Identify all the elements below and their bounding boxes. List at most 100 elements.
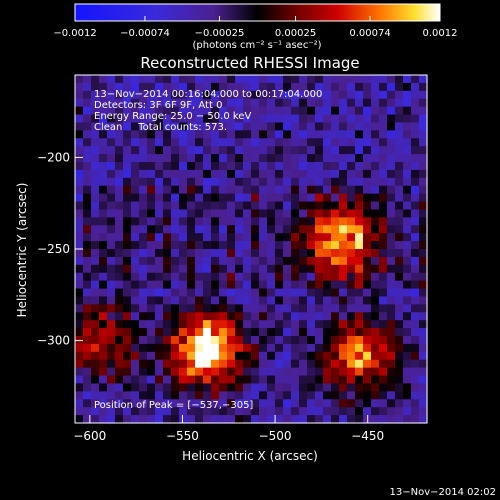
heatmap-cell [187, 75, 196, 84]
heatmap-cell [219, 328, 228, 337]
heatmap-cell [163, 367, 172, 377]
heatmap-cell [171, 336, 180, 345]
heatmap-cell [235, 383, 244, 392]
heatmap-cell [75, 320, 84, 329]
heatmap-cell [107, 82, 116, 92]
heatmap-cell [171, 154, 180, 163]
heatmap-cell [331, 296, 340, 305]
heatmap-cell [419, 114, 428, 124]
heatmap-cell [323, 185, 332, 195]
heatmap-cell [403, 241, 412, 250]
heatmap-cell [283, 272, 292, 282]
heatmap-cell [243, 383, 252, 392]
heatmap-cell [243, 217, 252, 226]
heatmap-cell [347, 272, 356, 282]
heatmap-cell [283, 264, 292, 274]
heatmap-cell [379, 209, 388, 218]
heatmap-cell [171, 209, 180, 218]
heatmap-cell [411, 201, 420, 211]
heatmap-cell [75, 201, 84, 211]
heatmap-cell [123, 407, 132, 416]
heatmap-cell [355, 312, 364, 321]
heatmap-cell [291, 375, 300, 385]
heatmap-cell [131, 304, 140, 313]
y-axis-ticks: −200−250−300 [37, 150, 83, 348]
heatmap-cell [419, 367, 428, 377]
heatmap-cell [371, 154, 380, 163]
heatmap-cell [371, 122, 380, 131]
heatmap-cell [371, 162, 380, 171]
heatmap-cell [139, 225, 148, 234]
heatmap-cell [283, 169, 292, 179]
heatmap-cell [403, 272, 412, 282]
heatmap-cell [227, 399, 236, 408]
heatmap-cell [411, 336, 420, 345]
heatmap-cell [331, 241, 340, 250]
heatmap-cell [283, 343, 292, 353]
heatmap-cell [267, 288, 276, 298]
heatmap-cell [211, 177, 220, 187]
heatmap-cell [219, 177, 228, 187]
heatmap-cell [75, 209, 84, 218]
heatmap-cell [131, 122, 140, 131]
heatmap-cell [371, 138, 380, 147]
heatmap-cell [291, 225, 300, 234]
heatmap-cell [291, 336, 300, 345]
heatmap-cell [219, 75, 228, 84]
heatmap-cell [395, 288, 404, 298]
x-tick-label: −550 [166, 429, 199, 443]
heatmap-cell [251, 233, 260, 242]
heatmap-cell [283, 336, 292, 345]
x-axis-label: Heliocentric X (arcsec) [182, 449, 318, 463]
heatmap-cell [147, 122, 156, 131]
heatmap-cell [347, 407, 356, 416]
heatmap-cell [91, 75, 100, 84]
heatmap-cell [371, 328, 380, 337]
heatmap-cell [379, 75, 388, 84]
heatmap-cell [259, 114, 268, 124]
heatmap-cell [91, 225, 100, 234]
heatmap-cell [211, 351, 220, 361]
heatmap-cell [331, 225, 340, 234]
heatmap-cell [219, 320, 228, 329]
heatmap-cell [203, 233, 212, 242]
heatmap-cell [227, 391, 236, 400]
heatmap-cell [235, 225, 244, 234]
heatmap-cell [355, 375, 364, 385]
heatmap-cell [259, 241, 268, 250]
heatmap-cell [115, 75, 124, 84]
heatmap-cell [227, 272, 236, 282]
heatmap-cell [147, 351, 156, 361]
heatmap-cell [283, 193, 292, 203]
heatmap-cell [147, 280, 156, 290]
heatmap-cell [147, 130, 156, 139]
heatmap-cell [107, 407, 116, 416]
heatmap-cell [267, 272, 276, 282]
heatmap-cell [395, 272, 404, 282]
heatmap-cell [331, 138, 340, 147]
heatmap-cell [243, 177, 252, 187]
heatmap-cell [83, 241, 92, 250]
heatmap-cell [83, 359, 92, 369]
heatmap-cell [211, 217, 220, 226]
heatmap-cell [211, 185, 220, 195]
heatmap-cell [147, 328, 156, 337]
heatmap-cell [107, 177, 116, 187]
heatmap-cell [307, 272, 316, 282]
heatmap-cell [291, 304, 300, 313]
heatmap-cell [195, 154, 204, 163]
heatmap-cell [267, 193, 276, 203]
heatmap-cell [243, 75, 252, 84]
heatmap-cell [315, 209, 324, 218]
heatmap-cell [235, 233, 244, 242]
heatmap-cell [75, 328, 84, 337]
heatmap-cell [347, 114, 356, 124]
heatmap-cell [291, 249, 300, 258]
heatmap-cell [315, 90, 324, 100]
heatmap-cell [115, 328, 124, 337]
heatmap-cell [379, 154, 388, 163]
heatmap-cell [115, 217, 124, 226]
x-axis-ticks: −600 −550 −500 −450 [73, 415, 384, 443]
heatmap-cell [299, 320, 308, 329]
heatmap-cell [227, 288, 236, 298]
